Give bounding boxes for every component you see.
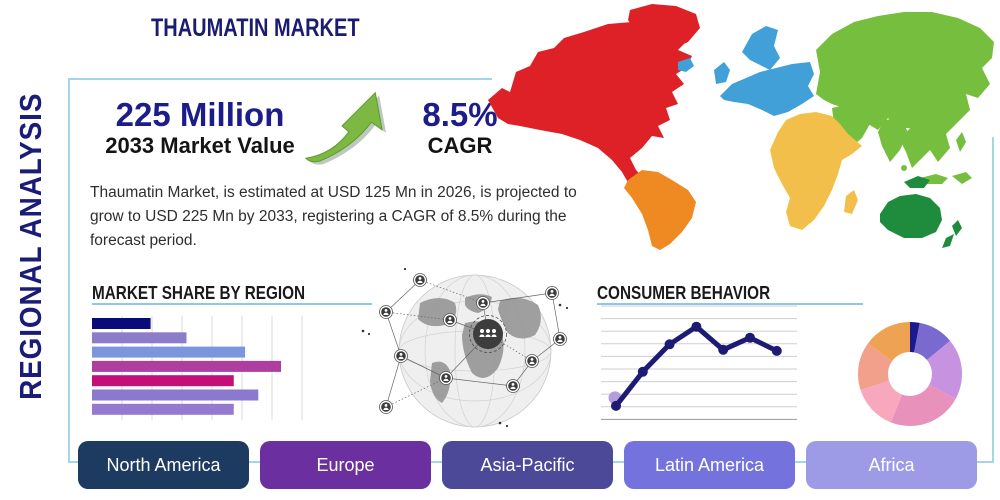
content-box-border-left — [68, 78, 70, 463]
consumer-behavior-section-title: CONSUMER BEHAVIOR — [597, 283, 771, 303]
map-europe — [678, 26, 814, 116]
map-south-america — [624, 170, 696, 250]
market-value-label: 2033 Market Value — [105, 132, 295, 158]
region-button-north-america[interactable]: North America — [78, 441, 249, 489]
cagr-label: CAGR — [427, 132, 493, 158]
market-description: Thaumatin Market, is estimated at USD 12… — [90, 184, 577, 250]
page-title: THAUMATIN MARKET — [150, 14, 360, 42]
world-map — [488, 4, 994, 250]
market-share-section-title: MARKET SHARE BY REGION — [92, 283, 306, 303]
region-button-asia-pacific[interactable]: Asia-Pacific — [442, 441, 613, 489]
growth-arrow-icon — [304, 91, 387, 165]
consumer-behavior-line-chart — [601, 305, 797, 420]
content-box-border-right — [992, 137, 994, 463]
people-group-node — [469, 315, 507, 353]
content-box-border-top — [68, 78, 492, 80]
map-africa — [770, 112, 862, 230]
cagr-stat: 8.5% CAGR — [405, 96, 515, 158]
region-button-europe[interactable]: Europe — [260, 441, 431, 489]
region-share-donut-chart — [858, 322, 962, 426]
map-greenland — [628, 4, 700, 50]
vertical-regional-analysis-label: REGIONAL ANALYSIS — [13, 92, 48, 400]
market-value-stat: 225 Million 2033 Market Value — [92, 96, 308, 158]
market-value-number: 225 Million — [115, 96, 285, 133]
region-button-latin-america[interactable]: Latin America — [624, 441, 795, 489]
region-button-africa[interactable]: Africa — [806, 441, 977, 489]
market-share-underline — [92, 303, 372, 305]
market-share-bar-chart — [92, 316, 303, 420]
cagr-number: 8.5% — [422, 96, 498, 133]
global-network-globe-icon — [361, 267, 569, 428]
scatter-dots — [361, 267, 569, 428]
map-north-america — [488, 22, 692, 196]
consumer-behavior-underline — [597, 303, 863, 305]
map-australia — [880, 176, 962, 248]
region-button-row: North America Europe Asia-Pacific Latin … — [78, 441, 977, 489]
